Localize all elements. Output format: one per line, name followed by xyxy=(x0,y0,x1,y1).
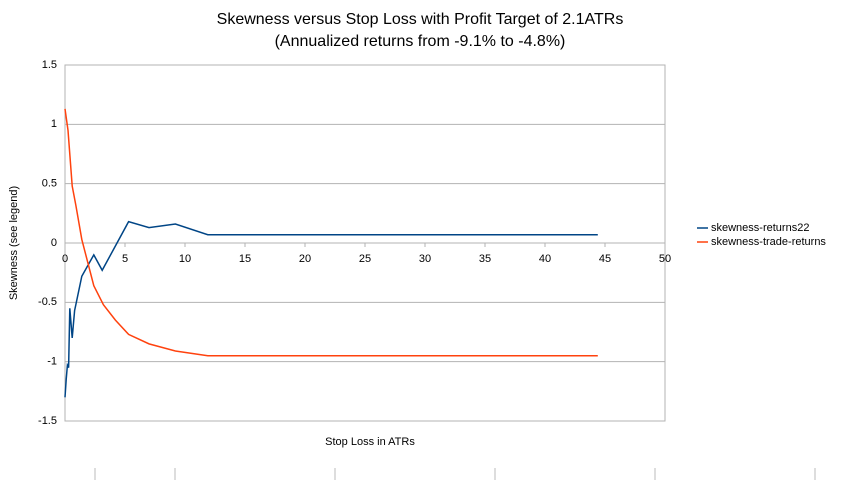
y-tick-label: 0.5 xyxy=(42,178,57,190)
chart-title: Skewness versus Stop Loss with Profit Ta… xyxy=(217,11,624,28)
legend-label: skewness-trade-returns xyxy=(711,236,826,248)
y-tick-label: 0 xyxy=(51,237,57,249)
legend-label: skewness-returns22 xyxy=(711,222,809,234)
y-tick-label: 1 xyxy=(51,118,57,130)
y-tick-label: -1.5 xyxy=(38,415,57,427)
x-tick-label: 10 xyxy=(179,253,191,265)
x-tick-label: 5 xyxy=(122,253,128,265)
x-tick-label: 35 xyxy=(479,253,491,265)
x-tick-label: 50 xyxy=(659,253,671,265)
x-tick-label: 45 xyxy=(599,253,611,265)
x-tick-label: 40 xyxy=(539,253,551,265)
x-tick-label: 15 xyxy=(239,253,251,265)
x-tick-label: 0 xyxy=(62,253,68,265)
y-axis-label: Skewness (see legend) xyxy=(8,186,20,300)
y-tick-label: 1.5 xyxy=(42,59,57,71)
x-tick-label: 20 xyxy=(299,253,311,265)
y-tick-label: -0.5 xyxy=(38,296,57,308)
y-tick-label: -1 xyxy=(47,356,57,368)
x-tick-label: 30 xyxy=(419,253,431,265)
x-tick-label: 25 xyxy=(359,253,371,265)
frame-ticks xyxy=(94,468,816,480)
series-line xyxy=(64,108,598,357)
x-axis-label: Stop Loss in ATRs xyxy=(325,436,415,448)
chart-subtitle: (Annualized returns from -9.1% to -4.8%) xyxy=(275,33,566,50)
series-line xyxy=(64,220,598,398)
